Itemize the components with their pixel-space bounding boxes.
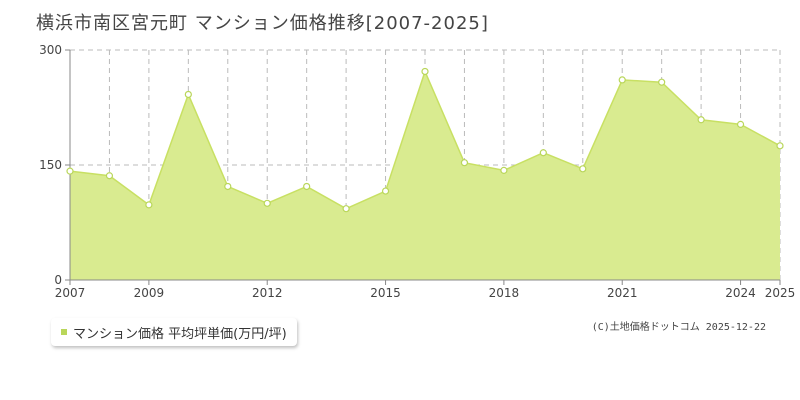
data-point: [776, 142, 784, 150]
data-point: [145, 201, 153, 209]
x-tick-label: 2025: [765, 286, 796, 300]
legend-swatch: [61, 329, 67, 335]
x-tick-label: 2018: [489, 286, 520, 300]
x-tick-label: 2021: [607, 286, 638, 300]
data-point: [658, 78, 666, 86]
axes: [65, 49, 781, 285]
data-point: [105, 172, 114, 180]
tick-labels: 0 150 300 2007 2009 2012 2015 2018 2021 2024 2025: [39, 43, 795, 300]
copyright-credit: (C)土地価格ドットコム 2025-12-22: [591, 322, 766, 333]
y-tick-label: 150: [39, 158, 62, 172]
data-point: [342, 205, 350, 213]
y-tick-label: 300: [39, 43, 62, 57]
legend: マンション価格 平均坪単価(万円/坪): [51, 318, 297, 346]
x-tick-label: 2024: [725, 286, 756, 300]
data-point: [500, 166, 508, 174]
data-point: [579, 165, 587, 173]
y-tick-label: 0: [54, 273, 62, 287]
area-fill: [70, 71, 780, 280]
data-point: [263, 199, 271, 207]
x-tick-label: 2009: [134, 286, 165, 300]
data-point: [381, 187, 390, 195]
data-point: [539, 149, 547, 157]
x-tick-label: 2015: [370, 286, 401, 300]
x-tick-label: 2012: [252, 286, 283, 300]
data-points: [66, 67, 784, 213]
legend-label: マンション価格 平均坪単価(万円/坪): [73, 326, 287, 342]
data-point: [697, 116, 705, 124]
data-point: [736, 120, 745, 128]
chart-title: 横浜市南区宮元町 マンション価格推移[2007-2025]: [36, 13, 489, 34]
data-point: [224, 182, 232, 191]
data-point: [303, 182, 311, 191]
area-series: [69, 69, 781, 280]
data-point: [460, 159, 469, 167]
data-point: [184, 90, 192, 99]
data-point: [618, 76, 626, 84]
data-point: [66, 167, 74, 175]
data-point: [421, 67, 429, 76]
x-tick-label: 2007: [55, 286, 86, 300]
